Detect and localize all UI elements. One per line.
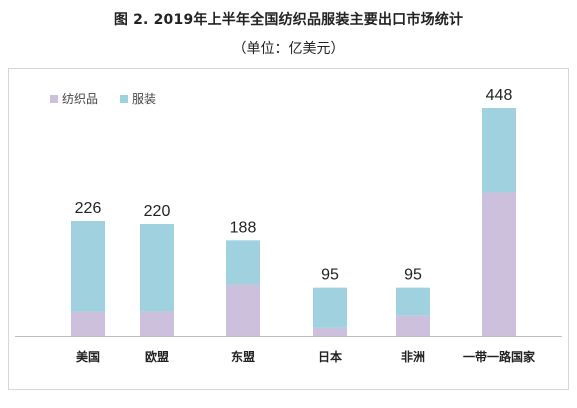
total-label-0: 226 — [75, 200, 102, 217]
bar-apparel-3 — [313, 287, 347, 328]
category-label-5: 一带一路国家 — [463, 349, 536, 364]
total-label-5: 448 — [486, 87, 513, 104]
chart-subtitle: （单位：亿美元） — [232, 41, 345, 57]
bar-textile-3 — [313, 327, 347, 336]
total-label-1: 220 — [144, 203, 171, 220]
total-label-2: 188 — [230, 219, 257, 236]
chart-frame — [8, 68, 569, 390]
category-label-1: 欧盟 — [145, 349, 169, 364]
chart-title: 图 2. 2019年上半年全国纺织品服装主要出口市场统计 — [113, 12, 464, 28]
bar-apparel-4 — [396, 287, 430, 316]
legend-swatch-apparel — [120, 95, 128, 103]
bar-apparel-2 — [226, 240, 260, 285]
category-label-4: 非洲 — [401, 349, 425, 364]
bar-textile-0 — [71, 311, 105, 336]
bar-apparel-5 — [482, 108, 516, 193]
bar-textile-1 — [140, 311, 174, 336]
category-label-0: 美国 — [76, 349, 100, 364]
bar-apparel-0 — [71, 220, 105, 312]
legend-label-apparel: 服装 — [132, 92, 156, 106]
total-label-4: 95 — [404, 267, 422, 284]
total-label-3: 95 — [321, 267, 339, 284]
bar-textile-4 — [396, 315, 430, 336]
legend-label-textile: 纺织品 — [62, 92, 98, 106]
legend-swatch-textile — [50, 95, 58, 103]
bar-apparel-1 — [140, 224, 174, 312]
category-label-3: 日本 — [318, 349, 342, 364]
bar-textile-5 — [482, 192, 516, 336]
category-label-2: 东盟 — [231, 349, 255, 364]
bar-textile-2 — [226, 284, 260, 336]
